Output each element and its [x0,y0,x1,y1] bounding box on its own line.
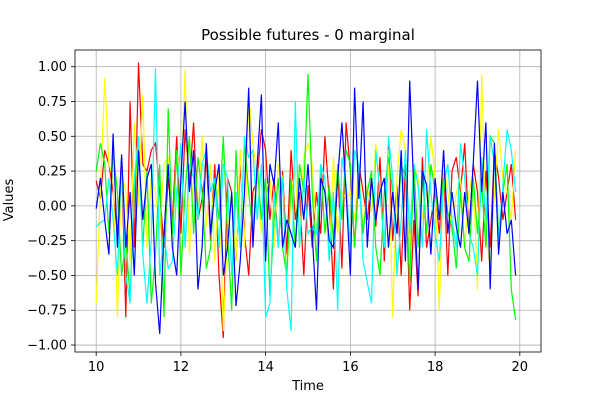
y-tick-label: −0.25 [27,234,67,249]
x-axis-label: Time [291,379,324,394]
y-tick-label: 0.25 [38,165,67,180]
y-tick-label: 1.00 [38,60,67,75]
x-tick-label: 16 [342,360,359,375]
plot-frame [74,49,542,353]
y-axis-label: Values [2,179,17,222]
series-line-5 [95,80,517,334]
x-axis: 10 12 14 16 18 20 [88,352,528,375]
y-axis: −1.00 −0.75 −0.50 −0.25 0.00 0.25 0.50 0.75 1.00 [27,60,75,354]
y-tick-label: 0.75 [38,95,67,110]
chart-title: Possible futures - 0 marginal [201,26,415,44]
y-tick-label: −1.00 [27,339,67,354]
x-tick-label: 20 [512,360,529,375]
y-tick-label: −0.50 [27,269,67,284]
y-tick-label: −0.75 [27,304,67,319]
x-tick-label: 14 [257,360,274,375]
series-line-2 [95,69,517,332]
series-line-4 [95,68,517,332]
x-tick-label: 18 [427,360,444,375]
series-layer [95,62,517,339]
y-tick-label: 0.00 [38,199,67,214]
x-tick-label: 12 [173,360,190,375]
x-tick-label: 10 [88,360,105,375]
y-tick-label: 0.50 [38,130,67,145]
